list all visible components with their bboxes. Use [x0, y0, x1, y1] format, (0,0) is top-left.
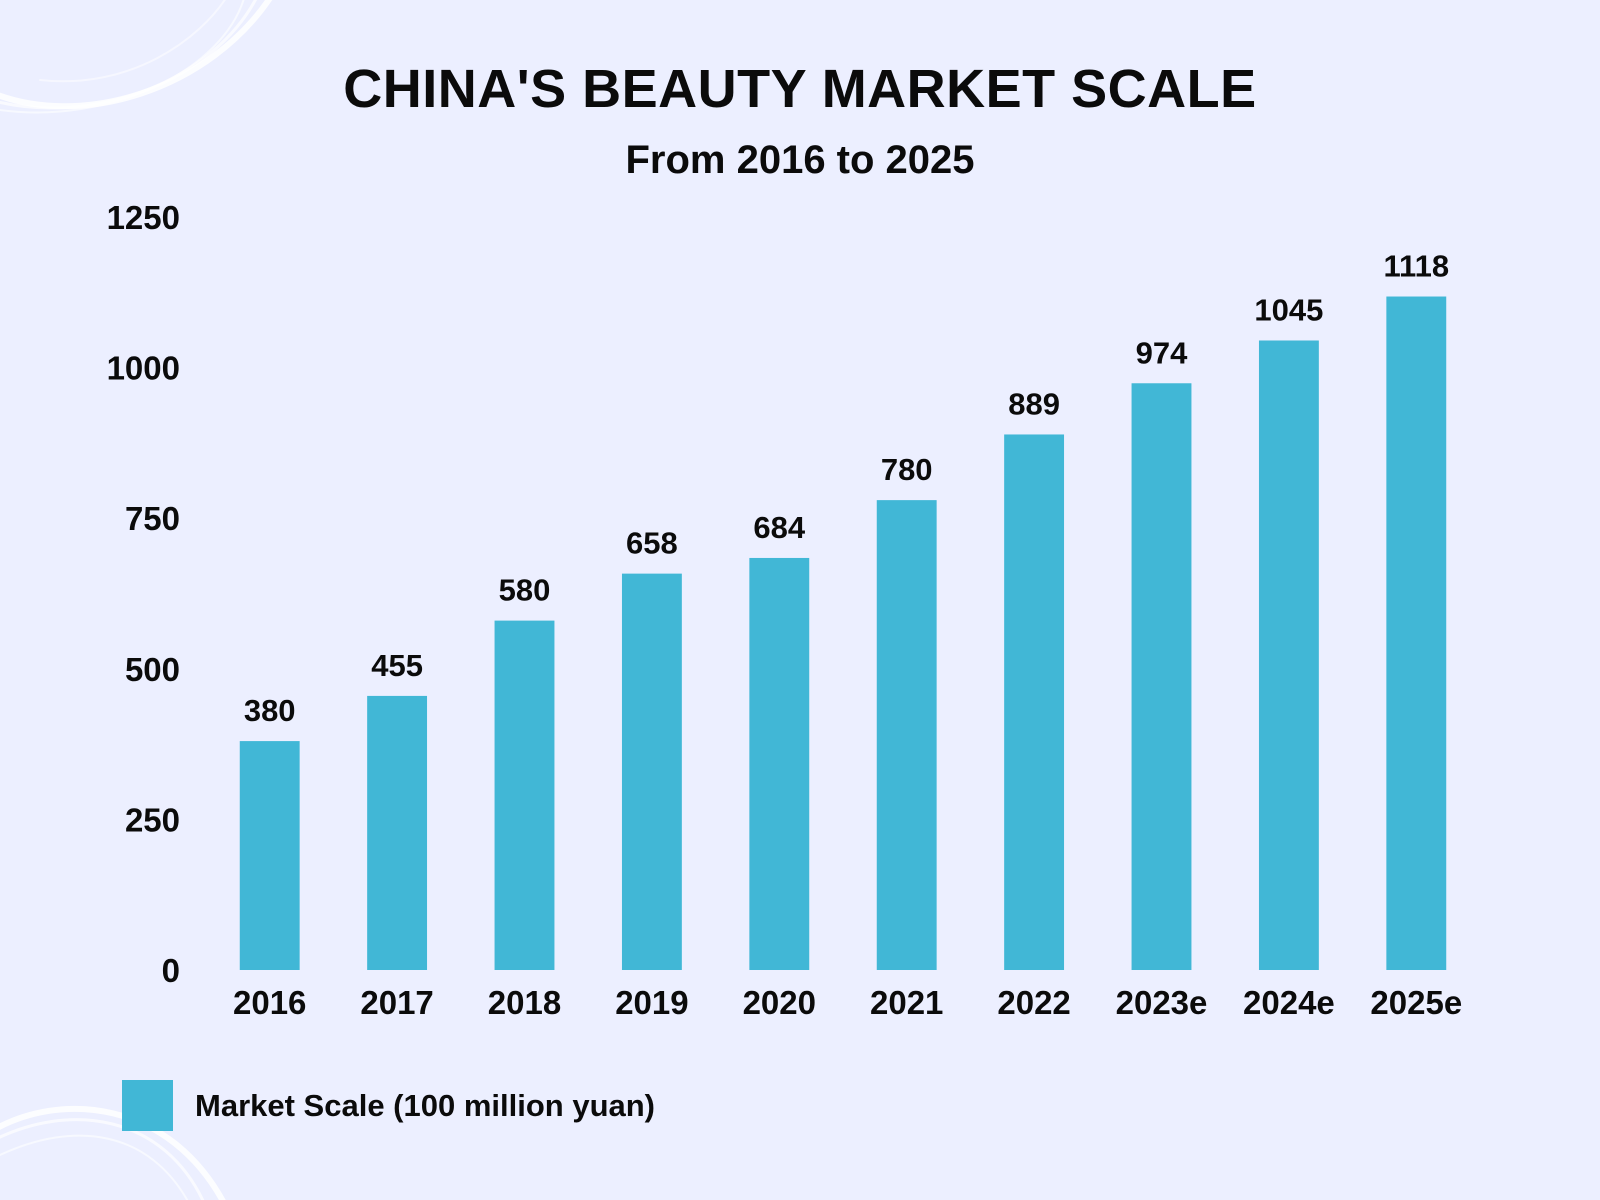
x-tick-label: 2024e — [1243, 984, 1335, 1021]
bar — [1004, 434, 1065, 970]
x-tick-label: 2017 — [360, 984, 433, 1021]
bar — [1386, 296, 1447, 970]
x-tick-label: 2016 — [233, 984, 306, 1021]
y-tick-label: 1250 — [107, 199, 180, 236]
x-tick-label: 2019 — [615, 984, 688, 1021]
bar-value-label: 780 — [881, 452, 933, 487]
bar-series — [239, 296, 1447, 970]
x-tick-label: 2022 — [997, 984, 1070, 1021]
bar — [1258, 340, 1319, 970]
chart-title: CHINA'S BEAUTY MARKET SCALE — [343, 59, 1257, 119]
bar-value-label: 455 — [371, 648, 423, 683]
y-tick-label: 1000 — [107, 350, 180, 387]
bar-value-label: 1045 — [1254, 292, 1323, 327]
x-tick-label: 2023e — [1116, 984, 1208, 1021]
bar — [749, 557, 810, 970]
bar — [367, 695, 428, 970]
y-axis-ticks: 0 250 500 750 1000 1250 — [107, 199, 180, 989]
legend-swatch — [122, 1080, 173, 1131]
value-labels: 380 455 580 658 684 780 889 974 1045 1118 — [244, 249, 1449, 729]
y-tick-label: 500 — [125, 651, 180, 688]
x-tick-label: 2021 — [870, 984, 943, 1021]
bar-value-label: 380 — [244, 693, 296, 728]
y-tick-label: 250 — [125, 801, 180, 838]
bar — [494, 620, 555, 970]
x-axis-ticks: 2016 2017 2018 2019 2020 2021 2022 2023e 2024e 20… — [233, 984, 1462, 1021]
bar — [621, 573, 682, 970]
chart-subtitle: From 2016 to 2025 — [625, 138, 975, 182]
bar — [1131, 383, 1192, 970]
bar-value-label: 580 — [499, 573, 551, 608]
x-tick-label: 2025e — [1370, 984, 1462, 1021]
bar-value-label: 684 — [753, 510, 805, 545]
legend: Market Scale (100 million yuan) — [122, 1080, 655, 1131]
y-tick-label: 750 — [125, 500, 180, 537]
bar-value-label: 658 — [626, 526, 678, 561]
x-tick-label: 2018 — [488, 984, 561, 1021]
bar-value-label: 889 — [1008, 386, 1060, 421]
bar — [876, 500, 937, 970]
legend-label: Market Scale (100 million yuan) — [195, 1087, 656, 1123]
bar — [239, 741, 300, 970]
x-tick-label: 2020 — [743, 984, 816, 1021]
bar-chart: 0 250 500 750 1000 1250 380 455 580 658 684 780 889… — [107, 199, 1463, 1021]
bar-value-label: 1118 — [1384, 249, 1450, 284]
bar-value-label: 974 — [1136, 335, 1188, 370]
y-tick-label: 0 — [162, 952, 180, 989]
